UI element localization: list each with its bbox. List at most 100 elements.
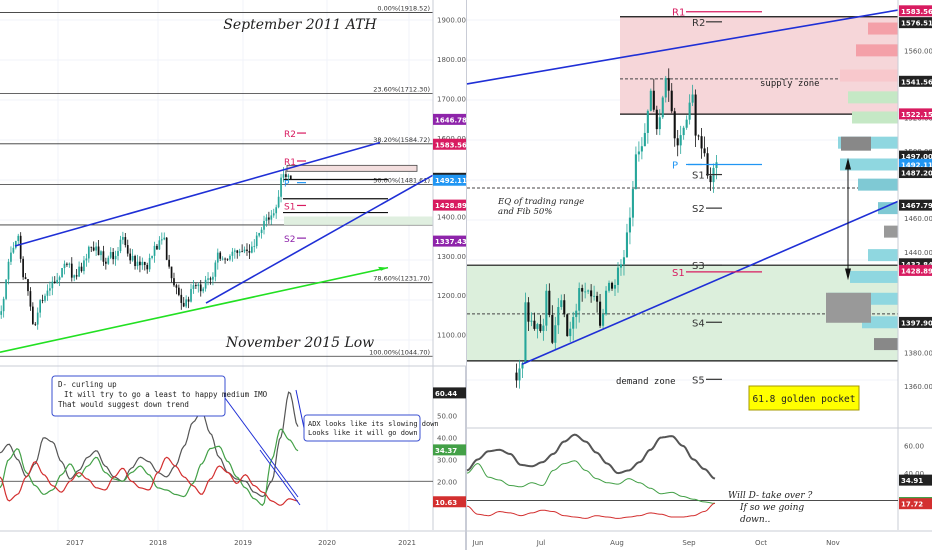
left-candle — [287, 175, 290, 177]
left-candle — [151, 255, 153, 258]
right-candle — [539, 324, 542, 331]
left-candle — [95, 246, 97, 251]
right-candle — [667, 78, 670, 91]
left-candle — [236, 250, 239, 253]
left-candle — [29, 291, 32, 307]
volume-profile-bar — [858, 178, 898, 191]
left-candle — [180, 294, 183, 303]
left-candle — [73, 275, 76, 278]
left-candle — [85, 258, 88, 261]
golden-pocket-box[interactable] — [748, 385, 860, 411]
volume-profile-bar — [856, 44, 898, 57]
adx-note-box[interactable] — [303, 414, 421, 442]
left-candle — [253, 246, 256, 247]
right-price-tag — [899, 150, 932, 162]
right-ind-price-tag — [899, 474, 932, 486]
left-candle — [160, 239, 163, 241]
right-candle — [664, 78, 667, 98]
left-candle — [282, 174, 285, 178]
left-candle — [78, 266, 80, 277]
right-candle — [622, 257, 626, 265]
left-candle — [272, 213, 275, 216]
right-price-panel: R1R2PS1S2S3S1S4S51560.001520.001500.0014… — [466, 0, 932, 530]
left-candle — [7, 261, 10, 280]
right-dplus-line — [466, 460, 716, 504]
left-candle — [46, 290, 49, 296]
right-candle — [643, 132, 646, 147]
right-price-tag-label: 1576.51 — [901, 20, 932, 28]
left-candle — [177, 287, 180, 295]
left-candle — [0, 311, 3, 315]
right-candle — [557, 307, 560, 326]
demand-zone-label: demand zone — [616, 377, 676, 387]
x-axis-tick: 2017 — [66, 539, 84, 547]
left-candle — [233, 250, 236, 252]
volume-profile-bar — [874, 338, 898, 351]
left-ind-price-tag — [433, 387, 466, 399]
left-candle — [24, 277, 27, 280]
left-candle — [238, 251, 241, 253]
dminus-note-box[interactable] — [51, 375, 226, 417]
adx-pointer-line — [295, 389, 305, 429]
right-candle — [658, 117, 661, 130]
right-candle — [676, 138, 679, 146]
pivot-label: S1 — [284, 202, 295, 212]
right-ind-price-tag-label: 34.91 — [901, 477, 923, 485]
volume-profile-bar — [840, 69, 898, 82]
volume-profile-bar — [848, 91, 898, 104]
right-candle — [593, 295, 596, 297]
left-candle — [56, 279, 59, 283]
right-price-tag — [899, 258, 932, 270]
right-candle — [715, 162, 718, 168]
right-price-tick: 1560.00 — [904, 47, 932, 55]
x-axis-tick: Sep — [682, 539, 696, 547]
adx-note-line-1: ADX looks like its slowing down — [308, 420, 439, 428]
right-ind-tick: 40.00 — [904, 470, 924, 478]
left-candle — [68, 263, 71, 265]
left-candle — [107, 257, 110, 264]
left-price-tick: 1400.00 — [437, 213, 466, 221]
left-candle — [214, 262, 217, 277]
right-candle — [575, 310, 578, 318]
left-candle — [41, 300, 44, 301]
left-price-tag — [433, 138, 466, 150]
left-candle — [44, 295, 46, 301]
left-candle — [83, 260, 85, 272]
fib-level-label: 0.00%(1918.52) — [377, 4, 430, 12]
right-price-tag-label: 1467.79 — [901, 202, 932, 210]
right-price-tick: 1360.00 — [904, 383, 932, 391]
left-ind-price-tag-label: 34.37 — [435, 447, 457, 455]
right-candle — [646, 110, 649, 133]
left-candle — [216, 252, 219, 263]
left-ind-tick: 30.00 — [437, 456, 457, 464]
right-candle — [661, 97, 664, 118]
fib-level-label: 78.60%(1231.70) — [373, 275, 430, 283]
right-candle — [581, 288, 584, 292]
adx-note-line-2: Looks like it will go down — [308, 429, 418, 437]
left-candle — [207, 278, 209, 280]
x-axis-tick: 2019 — [234, 539, 252, 547]
left-ind-tick: 40.00 — [437, 435, 457, 443]
left-candle — [173, 278, 175, 286]
left-candle — [51, 281, 54, 289]
left-price-tag-label: 1492.11 — [435, 177, 467, 185]
fib-level-label: 100.00%(1044.70) — [369, 348, 430, 356]
right-candle — [563, 300, 566, 315]
right-price-tag — [899, 316, 932, 328]
left-candle — [229, 255, 231, 260]
left-candle — [156, 245, 158, 250]
x-axis-tick: Oct — [755, 539, 767, 547]
right-candle — [679, 135, 682, 146]
right-candle — [619, 264, 623, 268]
right-price-tag-label: 1583.56 — [901, 8, 932, 16]
right-price-tag — [899, 158, 932, 170]
pivot-label: S3 — [692, 261, 705, 272]
right-candle — [572, 317, 575, 329]
x-axis-tick: 2020 — [318, 539, 336, 547]
right-candle — [637, 151, 640, 155]
left-candle — [192, 285, 195, 289]
left-candle — [185, 299, 188, 307]
left-ind-price-tag-label: 60.44 — [435, 390, 457, 398]
left-candle — [263, 220, 265, 230]
right-ind-tick: 60.00 — [904, 443, 924, 451]
